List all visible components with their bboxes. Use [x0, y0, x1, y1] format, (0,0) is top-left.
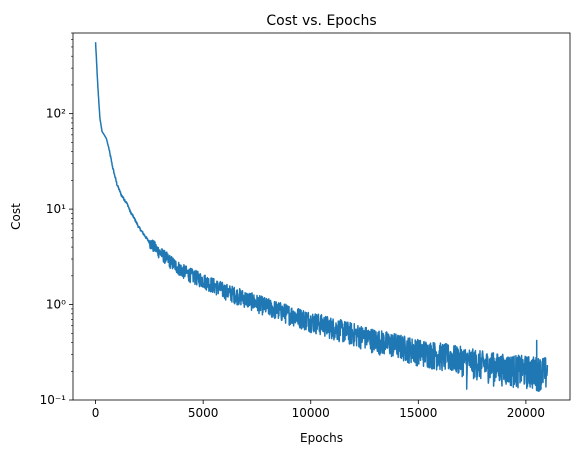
y-tick-label: 10⁻¹	[40, 393, 67, 407]
y-axis-label: Cost	[9, 203, 23, 230]
x-tick-label: 0	[92, 406, 100, 420]
chart-title: Cost vs. Epochs	[266, 13, 376, 29]
y-tick-label: 10¹	[46, 202, 66, 216]
x-axis: 0 5000 10000 15000 20000	[92, 400, 545, 420]
x-axis-label: Epochs	[300, 431, 343, 445]
x-tick-label: 5000	[188, 406, 219, 420]
y-axis: 10⁻¹ 10⁰ 10¹ 10²	[40, 32, 73, 407]
plot-area	[94, 42, 549, 392]
x-tick-label: 10000	[292, 406, 330, 420]
x-tick-label: 20000	[507, 406, 545, 420]
y-tick-label: 10²	[46, 107, 66, 121]
axes-frame	[72, 32, 571, 401]
x-tick-label: 15000	[399, 406, 437, 420]
y-tick-label: 10⁰	[46, 298, 66, 312]
series-line	[94, 42, 549, 392]
